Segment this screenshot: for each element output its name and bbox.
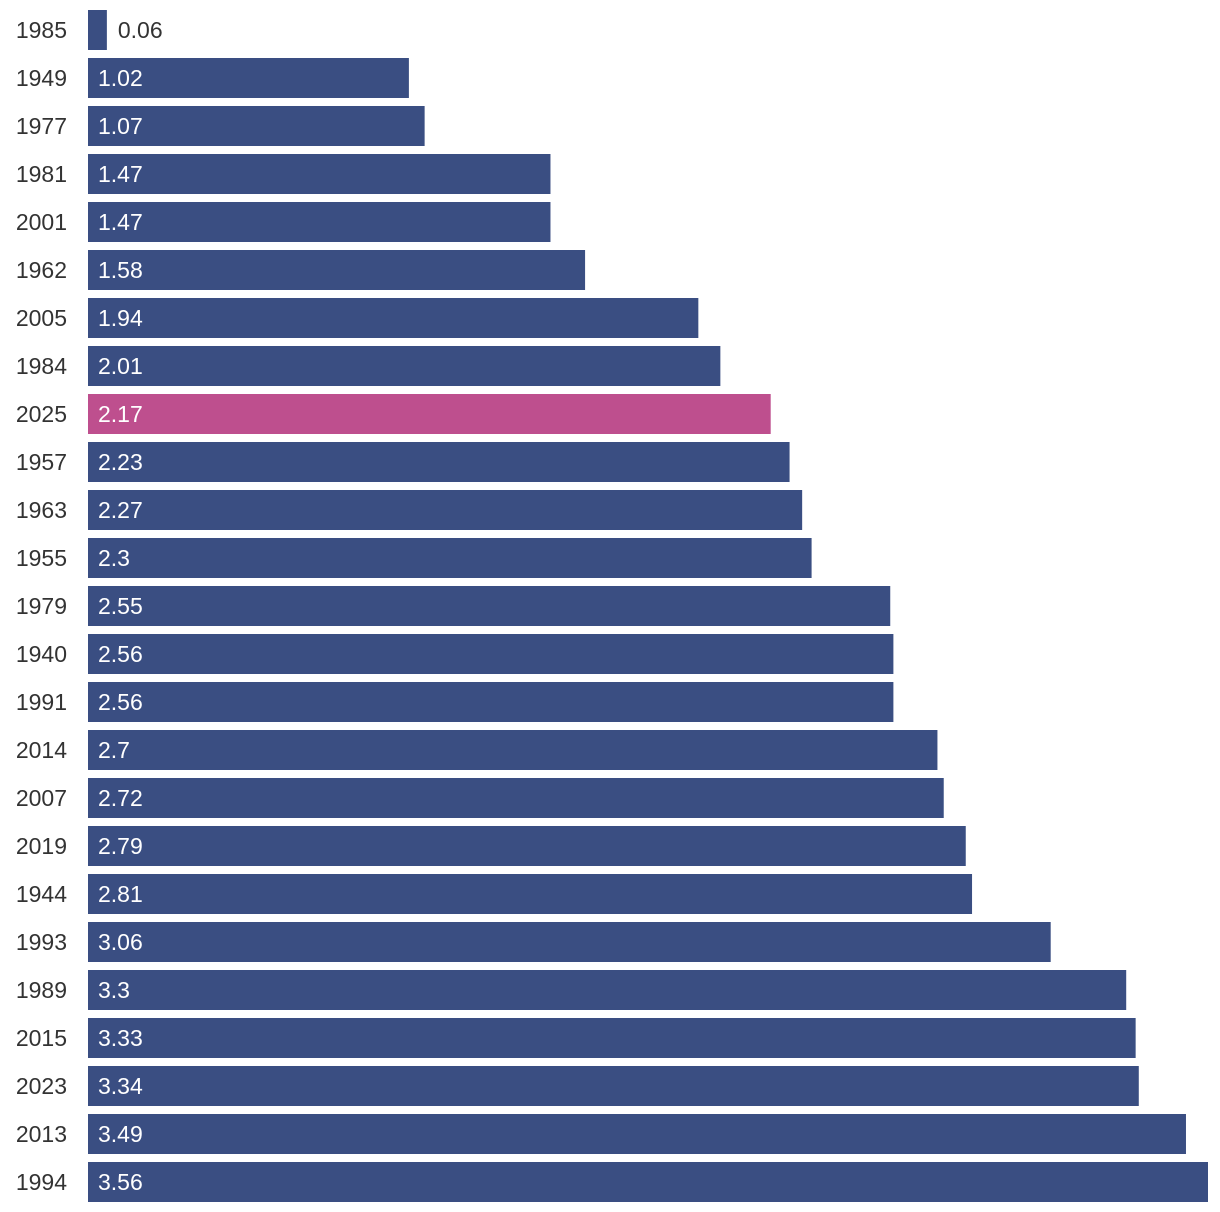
category-label: 2015: [16, 1025, 67, 1051]
bar: [88, 970, 1127, 1010]
category-label: 1981: [16, 161, 67, 187]
bar: [88, 154, 551, 194]
bar: [88, 490, 803, 530]
value-label: 2.27: [98, 497, 143, 523]
bar: [88, 922, 1051, 962]
bar: [88, 1114, 1186, 1154]
value-label: 1.58: [98, 257, 143, 283]
bar: [88, 202, 551, 242]
value-label: 1.02: [98, 65, 143, 91]
bar: [88, 1066, 1139, 1106]
value-label: 2.7: [98, 737, 130, 763]
bar: [88, 442, 790, 482]
value-label: 2.72: [98, 785, 143, 811]
value-label: 3.3: [98, 977, 130, 1003]
value-label: 2.79: [98, 833, 143, 859]
bar: [88, 106, 425, 146]
value-label: 3.33: [98, 1025, 143, 1051]
value-label: 0.06: [118, 17, 163, 43]
category-label: 2019: [16, 833, 67, 859]
value-label: 2.55: [98, 593, 143, 619]
bar: [88, 10, 107, 50]
value-label: 3.34: [98, 1073, 143, 1099]
category-label: 1949: [16, 65, 67, 91]
value-label: 3.06: [98, 929, 143, 955]
bar: [88, 634, 894, 674]
value-label: 1.47: [98, 209, 143, 235]
bar: [88, 586, 891, 626]
bar: [88, 250, 586, 290]
category-label: 1940: [16, 641, 67, 667]
value-label: 2.17: [98, 401, 143, 427]
category-label: 1989: [16, 977, 67, 1003]
bar: [88, 874, 973, 914]
bar: [88, 730, 938, 770]
value-label: 2.56: [98, 689, 143, 715]
category-label: 1993: [16, 929, 67, 955]
value-label: 3.56: [98, 1169, 143, 1195]
category-label: 1944: [16, 881, 67, 907]
category-label: 2014: [16, 737, 67, 763]
category-label: 2013: [16, 1121, 67, 1147]
category-label: 1962: [16, 257, 67, 283]
category-label: 2023: [16, 1073, 67, 1099]
category-label: 2005: [16, 305, 67, 331]
bar: [88, 1162, 1208, 1202]
bar: [88, 346, 721, 386]
category-label: 2025: [16, 401, 67, 427]
value-label: 3.49: [98, 1121, 143, 1147]
category-label: 2001: [16, 209, 67, 235]
category-label: 1979: [16, 593, 67, 619]
bar-highlight: [88, 394, 771, 434]
value-label: 1.94: [98, 305, 143, 331]
value-label: 2.81: [98, 881, 143, 907]
value-label: 1.07: [98, 113, 143, 139]
category-labels: 1985 1949 1977 1981 2001 1962 2005 1984 2025 1957…: [16, 17, 67, 1195]
category-label: 1984: [16, 353, 67, 379]
category-label: 2007: [16, 785, 67, 811]
value-label: 2.3: [98, 545, 130, 571]
value-label: 2.56: [98, 641, 143, 667]
category-label: 1994: [16, 1169, 67, 1195]
bar: [88, 778, 944, 818]
category-label: 1955: [16, 545, 67, 571]
category-label: 1977: [16, 113, 67, 139]
category-label: 1957: [16, 449, 67, 475]
bar: [88, 58, 409, 98]
category-label: 1985: [16, 17, 67, 43]
value-label: 2.23: [98, 449, 143, 475]
bar: [88, 682, 894, 722]
value-label: 1.47: [98, 161, 143, 187]
bar: [88, 298, 699, 338]
category-label: 1991: [16, 689, 67, 715]
value-labels: 0.06 1.02 1.07 1.47 1.47 1.58 1.94 2.01 2.17 2.23…: [98, 17, 163, 1195]
bar: [88, 1018, 1136, 1058]
bars: [88, 10, 1208, 1202]
bar: [88, 538, 812, 578]
bar: [88, 826, 966, 866]
value-label: 2.01: [98, 353, 143, 379]
category-label: 1963: [16, 497, 67, 523]
